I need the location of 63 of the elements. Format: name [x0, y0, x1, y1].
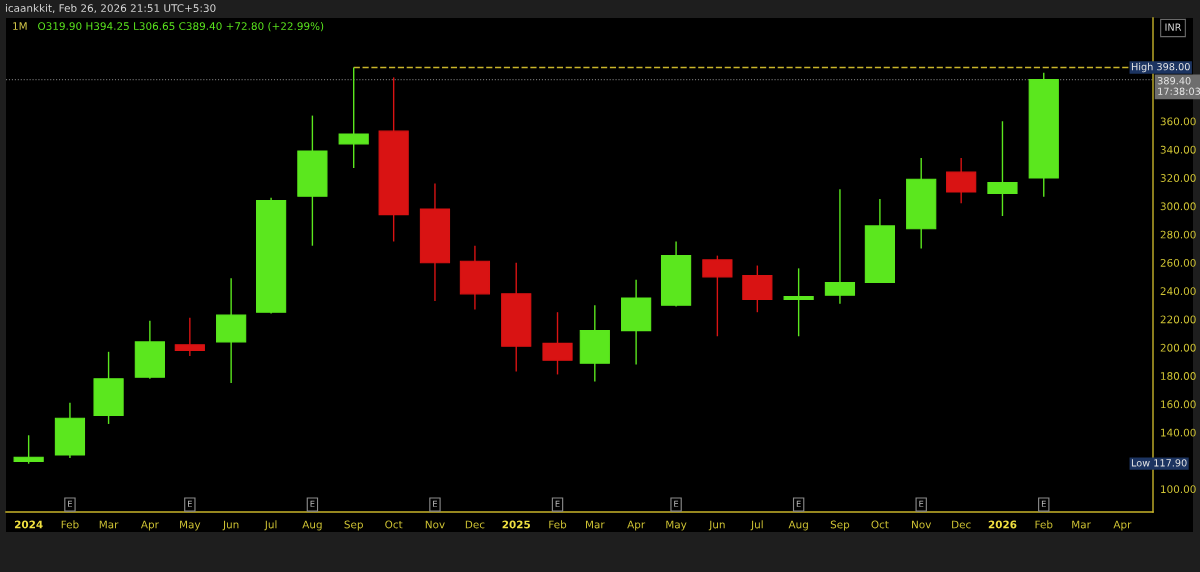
annotation: E — [674, 500, 679, 507]
text: INR — [1165, 23, 1182, 31]
x-tick-label: Sep — [830, 520, 850, 531]
candlestick — [13, 434, 44, 465]
x-tick-label: Jun — [222, 520, 239, 531]
candlestick — [174, 317, 205, 357]
y-tick-label: 260.00 — [1160, 258, 1196, 267]
ref-line-label: High 398.00 — [1131, 62, 1190, 73]
x-tick-label: Mar — [1072, 520, 1091, 529]
annotation: E — [1041, 500, 1046, 507]
x-tick-label: Feb — [61, 520, 79, 529]
annotation: E — [188, 500, 192, 507]
y-tick-label: 160.00 — [1161, 400, 1196, 409]
y-tick-label: 180.00 — [1161, 372, 1196, 380]
y-tick-label: 240.00 — [1160, 287, 1196, 296]
x-tick-label: Dec — [952, 520, 971, 529]
annotation: E — [68, 500, 73, 507]
text: icaankkit, Feb 26, 2026 21:51 UTC+5:30 — [5, 3, 216, 14]
x-tick-label: Feb — [1035, 520, 1053, 529]
x-tick-label: Nov — [425, 520, 445, 529]
x-tick-label: Apr — [627, 520, 646, 531]
x-tick-label: May — [180, 520, 201, 531]
x-tick-label: 2024 — [14, 520, 43, 529]
candlestick — [783, 267, 814, 337]
x-tick-label: May — [666, 520, 687, 531]
x-tick-label: Feb — [549, 520, 567, 529]
x-tick-label: Jun — [708, 520, 725, 531]
x-tick-label: Aug — [788, 520, 808, 531]
ref-line-label: 389.40 17:38:03 — [1157, 77, 1200, 95]
y-tick-label: 140.00 — [1161, 428, 1196, 437]
y-tick-label: 320.00 — [1160, 174, 1196, 182]
x-tick-label: Aug — [302, 520, 322, 531]
x-tick-label: 2026 — [988, 520, 1017, 529]
chart-subtitle: O319.90 H394.25 L306.65 C389.40 +72.80 (+22.99%) — [38, 21, 324, 32]
x-tick-label: Mar — [586, 520, 605, 529]
x-tick-label: Jul — [264, 520, 277, 531]
y-tick-label: 340.00 — [1160, 145, 1196, 154]
annotation: E — [796, 500, 801, 507]
x-tick-label: Mar — [99, 520, 119, 529]
y-tick-label: 200.00 — [1160, 343, 1196, 352]
y-tick-label: 360.00 — [1160, 117, 1196, 126]
annotation: E — [555, 500, 560, 507]
annotation: Low 117.90 — [1131, 459, 1187, 467]
y-tick-label: 280.00 — [1160, 230, 1196, 239]
annotation: E — [919, 500, 924, 507]
y-tick-label: 220.00 — [1160, 315, 1196, 324]
x-tick-label: Sep — [344, 520, 363, 531]
x-tick-label: Oct — [871, 520, 889, 529]
x-tick-label: Nov — [912, 520, 932, 529]
x-tick-label: Apr — [1113, 520, 1132, 531]
annotation: E — [310, 500, 315, 507]
x-tick-label: 2025 — [502, 520, 530, 529]
chart-title: 1M — [13, 22, 27, 30]
candlestick — [338, 66, 369, 169]
y-tick-label: 100.00 — [1161, 485, 1196, 494]
annotation: E — [433, 500, 438, 507]
candlestick — [987, 120, 1018, 217]
x-tick-label: Oct — [385, 520, 403, 529]
candlestick — [824, 188, 856, 305]
x-tick-label: Jul — [750, 520, 763, 531]
x-tick-label: Dec — [465, 520, 485, 529]
x-tick-label: Apr — [140, 520, 159, 531]
y-tick-label: 300.00 — [1160, 202, 1196, 211]
